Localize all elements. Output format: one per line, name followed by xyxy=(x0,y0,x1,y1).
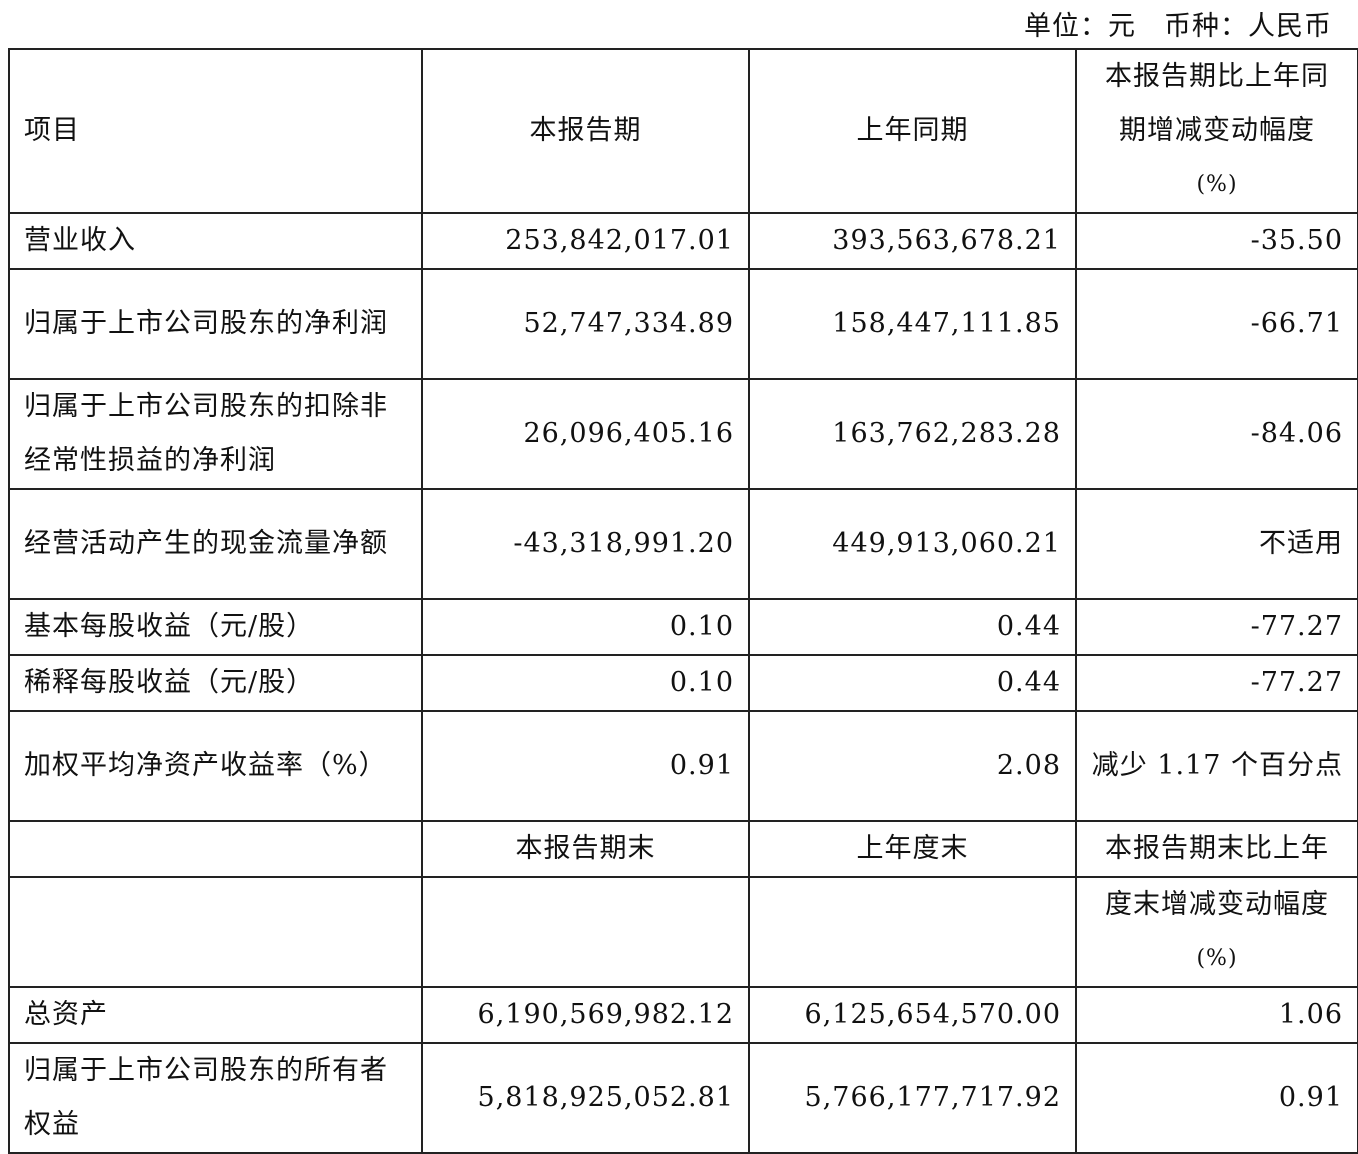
table-row: 总资产 6,190,569,982.12 6,125,654,570.00 1.… xyxy=(8,986,1358,1044)
row-prior: 449,913,060.21 xyxy=(748,488,1077,600)
row-item: 归属于上市公司股东的所有者权益 xyxy=(8,1042,423,1154)
header2-prior: 上年度末 xyxy=(748,820,1077,878)
row-current: -43,318,991.20 xyxy=(421,488,750,600)
header-item: 项目 xyxy=(8,48,423,214)
row-current: 52,747,334.89 xyxy=(421,268,750,380)
header-row-2-cont: 度末增减变动幅度 (%) xyxy=(8,876,1358,988)
row-change: -66.71 xyxy=(1075,268,1358,380)
row-prior: 393,563,678.21 xyxy=(748,212,1077,270)
empty-cell xyxy=(8,876,423,988)
unit-currency-note: 单位：元 币种：人民币 xyxy=(1024,11,1332,42)
header-change-line1: 本报告期比上年同 xyxy=(1105,61,1329,92)
header-change-line3: (%) xyxy=(1196,172,1238,197)
row-item: 总资产 xyxy=(8,986,423,1044)
table-row: 归属于上市公司股东的所有者权益 5,818,925,052.81 5,766,1… xyxy=(8,1042,1358,1154)
row-change: 减少 1.17 个百分点 xyxy=(1075,710,1358,822)
row-change: -77.27 xyxy=(1075,654,1358,712)
row-change: 不适用 xyxy=(1075,488,1358,600)
row-item: 营业收入 xyxy=(8,212,423,270)
row-item: 经营活动产生的现金流量净额 xyxy=(8,488,423,600)
row-current: 5,818,925,052.81 xyxy=(421,1042,750,1154)
row-change: -77.27 xyxy=(1075,598,1358,656)
row-prior: 6,125,654,570.00 xyxy=(748,986,1077,1044)
row-prior: 158,447,111.85 xyxy=(748,268,1077,380)
row-item: 加权平均净资产收益率（%） xyxy=(8,710,423,822)
header2-current: 本报告期末 xyxy=(421,820,750,878)
header2-item-empty xyxy=(8,820,423,878)
row-current: 0.10 xyxy=(421,654,750,712)
table-row: 营业收入 253,842,017.01 393,563,678.21 -35.5… xyxy=(8,212,1358,270)
row-prior: 2.08 xyxy=(748,710,1077,822)
header-row: 项目 本报告期 上年同期 本报告期比上年同 期增减变动幅度 (%) xyxy=(8,48,1358,214)
table-row: 稀释每股收益（元/股） 0.10 0.44 -77.27 xyxy=(8,654,1358,712)
header-row-2: 本报告期末 上年度末 本报告期末比上年 xyxy=(8,820,1358,878)
row-current: 26,096,405.16 xyxy=(421,378,750,490)
row-item: 归属于上市公司股东的扣除非经常性损益的净利润 xyxy=(8,378,423,490)
row-change: 1.06 xyxy=(1075,986,1358,1044)
header2-change-rest: 度末增减变动幅度 (%) xyxy=(1075,876,1358,988)
header-prior: 上年同期 xyxy=(748,48,1077,214)
table-row: 基本每股收益（元/股） 0.10 0.44 -77.27 xyxy=(8,598,1358,656)
row-change: -84.06 xyxy=(1075,378,1358,490)
header2-change-line3: (%) xyxy=(1196,946,1238,971)
row-item: 归属于上市公司股东的净利润 xyxy=(8,268,423,380)
header2-change-line2: 度末增减变动幅度 xyxy=(1105,889,1329,920)
row-item: 稀释每股收益（元/股） xyxy=(8,654,423,712)
row-item: 基本每股收益（元/股） xyxy=(8,598,423,656)
row-prior: 0.44 xyxy=(748,654,1077,712)
row-current: 0.10 xyxy=(421,598,750,656)
table-row: 经营活动产生的现金流量净额 -43,318,991.20 449,913,060… xyxy=(8,488,1358,600)
row-current: 253,842,017.01 xyxy=(421,212,750,270)
table-row: 归属于上市公司股东的净利润 52,747,334.89 158,447,111.… xyxy=(8,268,1358,380)
header-current: 本报告期 xyxy=(421,48,750,214)
empty-cell xyxy=(748,876,1077,988)
header-change-line2: 期增减变动幅度 xyxy=(1119,115,1315,146)
row-current: 0.91 xyxy=(421,710,750,822)
table-row: 加权平均净资产收益率（%） 0.91 2.08 减少 1.17 个百分点 xyxy=(8,710,1358,822)
header-change: 本报告期比上年同 期增减变动幅度 (%) xyxy=(1075,48,1358,214)
row-change: -35.50 xyxy=(1075,212,1358,270)
row-change: 0.91 xyxy=(1075,1042,1358,1154)
key-financial-data-table: 项目 本报告期 上年同期 本报告期比上年同 期增减变动幅度 (%) 营业收入 253… xyxy=(8,48,1358,1154)
row-prior: 0.44 xyxy=(748,598,1077,656)
row-prior: 5,766,177,717.92 xyxy=(748,1042,1077,1154)
row-prior: 163,762,283.28 xyxy=(748,378,1077,490)
empty-cell xyxy=(421,876,750,988)
table-row: 归属于上市公司股东的扣除非经常性损益的净利润 26,096,405.16 163… xyxy=(8,378,1358,490)
row-current: 6,190,569,982.12 xyxy=(421,986,750,1044)
header2-change-line1: 本报告期末比上年 xyxy=(1075,820,1358,878)
